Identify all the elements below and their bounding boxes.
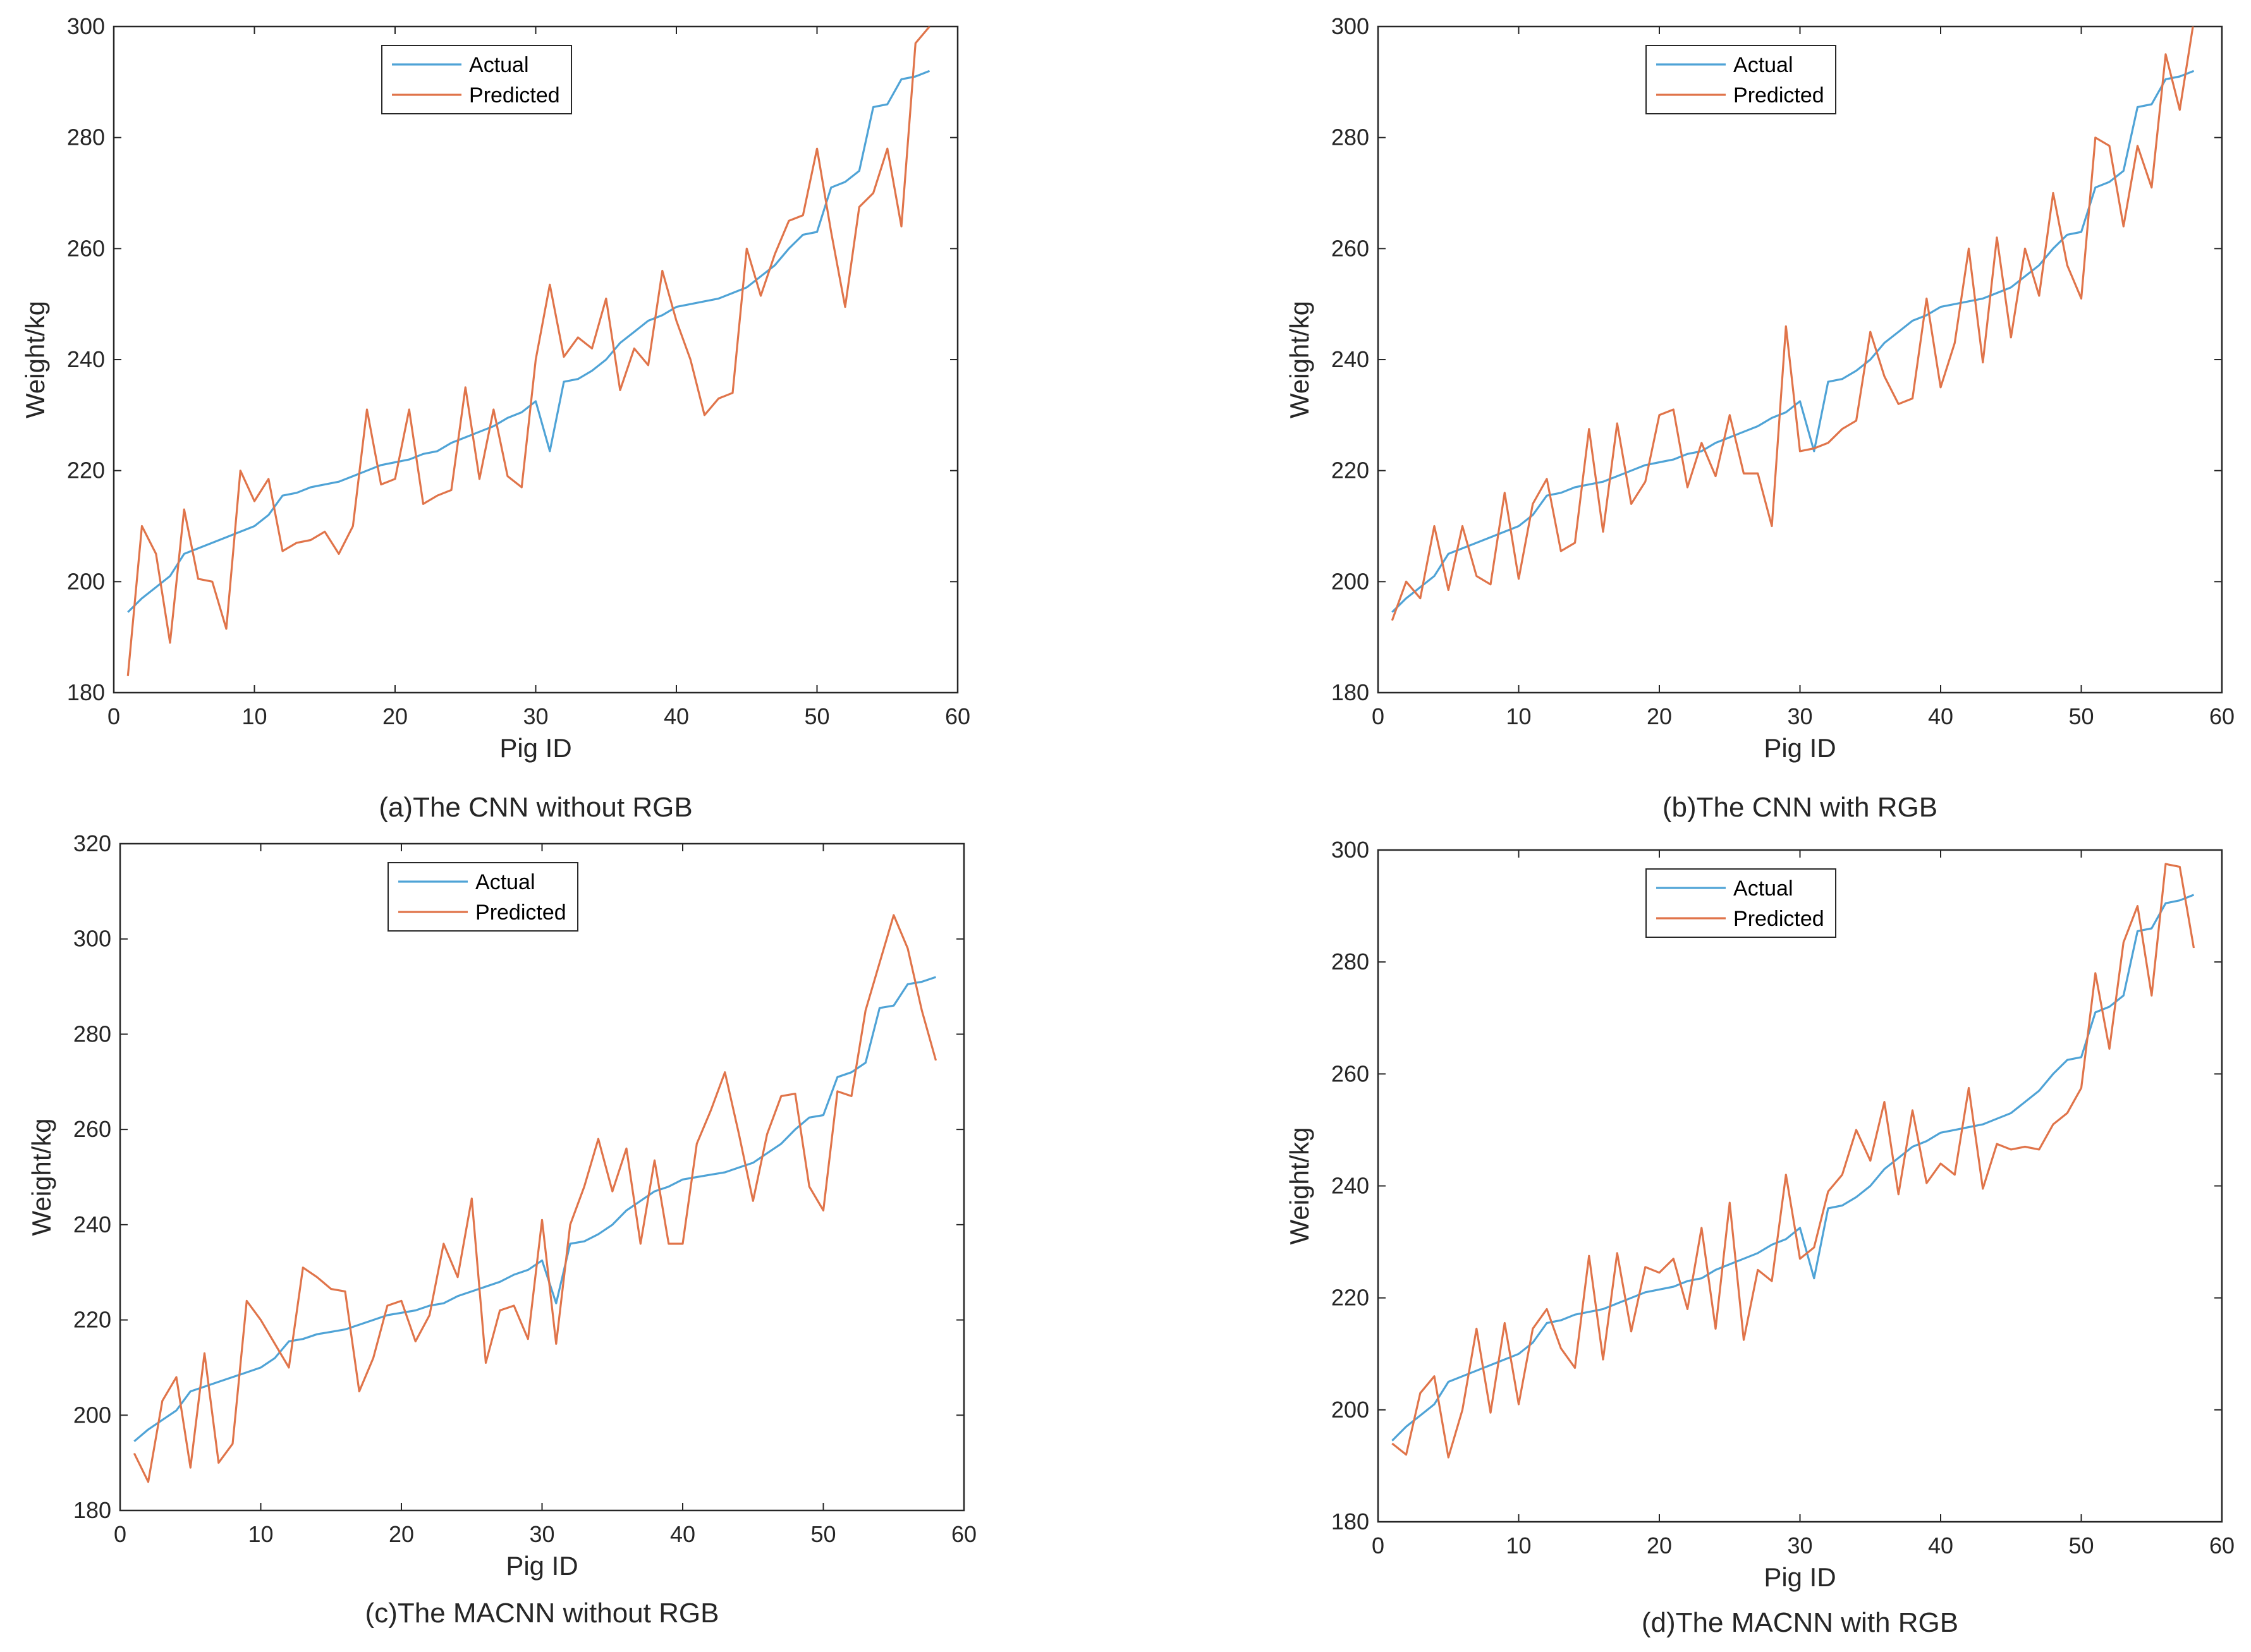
y-tick-label: 240	[67, 346, 105, 372]
chart-panel-d: 0 10 20 30 40 50 60 180 200 220 240 260 280 300 Pig ID…	[1284, 837, 2235, 1638]
x-tick-label: 30	[1787, 1533, 1812, 1558]
y-tick-label: 180	[73, 1497, 111, 1523]
y-tick-label: 200	[67, 568, 105, 594]
y-tick-label: 220	[1331, 1285, 1369, 1311]
legend-label-actual: Actual	[475, 870, 535, 894]
y-tick-label: 280	[1331, 949, 1369, 975]
y-tick-label: 300	[73, 926, 111, 952]
x-tick-label: 40	[670, 1521, 695, 1547]
x-tick-label: 50	[804, 703, 829, 729]
y-tick-label: 280	[1331, 125, 1369, 150]
x-tick-label: 50	[2068, 703, 2094, 729]
chart-caption: (d)The MACNN with RGB	[1642, 1607, 1958, 1638]
series-line-predicted	[1391, 27, 2194, 621]
x-tick-label: 0	[1372, 703, 1384, 729]
x-tick-label: 60	[2209, 703, 2235, 729]
legend-box	[381, 45, 573, 114]
x-tick-label: 10	[1506, 1533, 1531, 1558]
legend-label-predicted: Predicted	[475, 901, 566, 925]
chart-panel-c: 0 10 20 30 40 50 60 180 200 220 240 260 280 300 320 Pig…	[27, 830, 977, 1629]
y-tick-label: 200	[1331, 568, 1369, 594]
y-axis-label: Weight/kg	[1284, 1127, 1314, 1245]
y-tick-label: 180	[1331, 1509, 1369, 1534]
chart-panel-a: 0 10 20 30 40 50 60 180 200 220 240 260 280 300 Pig ID…	[20, 13, 970, 823]
x-tick-label: 60	[951, 1521, 977, 1547]
y-tick-label: 300	[1331, 837, 1369, 863]
y-tick-label: 180	[1331, 679, 1369, 705]
x-tick-label: 40	[1928, 703, 1953, 729]
y-axis-label: Weight/kg	[20, 301, 50, 418]
legend-label-predicted: Predicted	[469, 83, 560, 107]
x-tick-label: 30	[523, 703, 548, 729]
x-tick-label: 50	[810, 1521, 836, 1547]
x-tick-label: 60	[2209, 1533, 2235, 1558]
x-tick-label: 20	[1647, 1533, 1672, 1558]
x-tick-label: 0	[107, 703, 120, 729]
series-line-predicted	[133, 914, 937, 1483]
y-tick-label: 300	[1331, 13, 1369, 39]
x-tick-label: 40	[1928, 1533, 1953, 1558]
x-tick-label: 10	[248, 1521, 273, 1547]
plot-area	[1377, 849, 2223, 1523]
y-tick-label: 320	[73, 830, 111, 856]
legend-box	[387, 862, 579, 932]
series-line-actual	[133, 976, 937, 1442]
x-axis-label: Pig ID	[499, 733, 571, 763]
y-tick-label: 260	[1331, 1060, 1369, 1086]
x-tick-label: 20	[389, 1521, 414, 1547]
y-tick-label: 220	[1331, 458, 1369, 483]
x-tick-label: 0	[1372, 1533, 1384, 1558]
y-tick-label: 200	[1331, 1397, 1369, 1423]
series-line-predicted	[126, 27, 930, 676]
x-axis-label: Pig ID	[506, 1551, 578, 1581]
x-tick-label: 10	[1506, 703, 1531, 729]
y-tick-label: 280	[67, 125, 105, 150]
x-axis-label: Pig ID	[1764, 733, 1836, 763]
y-tick-label: 260	[73, 1116, 111, 1142]
series-line-predicted	[1391, 863, 2195, 1459]
series-line-actual	[127, 70, 930, 613]
y-tick-label: 300	[67, 13, 105, 39]
y-tick-label: 220	[67, 458, 105, 483]
chart-panel-b: 0 10 20 30 40 50 60 180 200 220 240 260 280 300 Pig ID…	[1284, 13, 2235, 823]
y-tick-label: 180	[67, 679, 105, 705]
x-tick-label: 10	[241, 703, 267, 729]
x-tick-label: 30	[529, 1521, 554, 1547]
y-tick-label: 240	[1331, 1173, 1369, 1199]
legend-label-actual: Actual	[1733, 53, 1793, 77]
series-line-actual	[1391, 894, 2195, 1442]
legend-label-predicted: Predicted	[1733, 83, 1824, 107]
x-axis-label: Pig ID	[1764, 1562, 1836, 1592]
x-tick-label: 40	[664, 703, 689, 729]
y-tick-label: 200	[73, 1402, 111, 1428]
plot-area	[119, 842, 965, 1512]
x-tick-label: 20	[1647, 703, 1672, 729]
chart-caption: (c)The MACNN without RGB	[365, 1598, 719, 1629]
plot-area	[1377, 25, 2223, 694]
chart-caption: (a)The CNN without RGB	[379, 792, 692, 823]
x-tick-label: 0	[114, 1521, 126, 1547]
y-tick-label: 240	[1331, 346, 1369, 372]
y-axis-label: Weight/kg	[27, 1119, 56, 1236]
y-tick-label: 260	[67, 235, 105, 261]
y-axis-label: Weight/kg	[1284, 301, 1314, 418]
legend-box	[1645, 868, 1837, 938]
legend-label-actual: Actual	[1733, 877, 1793, 901]
x-tick-label: 60	[945, 703, 970, 729]
x-tick-label: 50	[2068, 1533, 2094, 1558]
legend-label-actual: Actual	[469, 53, 529, 77]
x-tick-label: 30	[1787, 703, 1812, 729]
y-tick-label: 220	[73, 1307, 111, 1333]
y-tick-label: 240	[73, 1212, 111, 1237]
y-tick-label: 280	[73, 1021, 111, 1047]
legend-label-predicted: Predicted	[1733, 907, 1824, 931]
y-tick-label: 260	[1331, 235, 1369, 261]
legend-box	[1645, 45, 1837, 114]
x-tick-label: 20	[382, 703, 408, 729]
series-line-actual	[1391, 70, 2195, 613]
chart-caption: (b)The CNN with RGB	[1662, 792, 1937, 823]
